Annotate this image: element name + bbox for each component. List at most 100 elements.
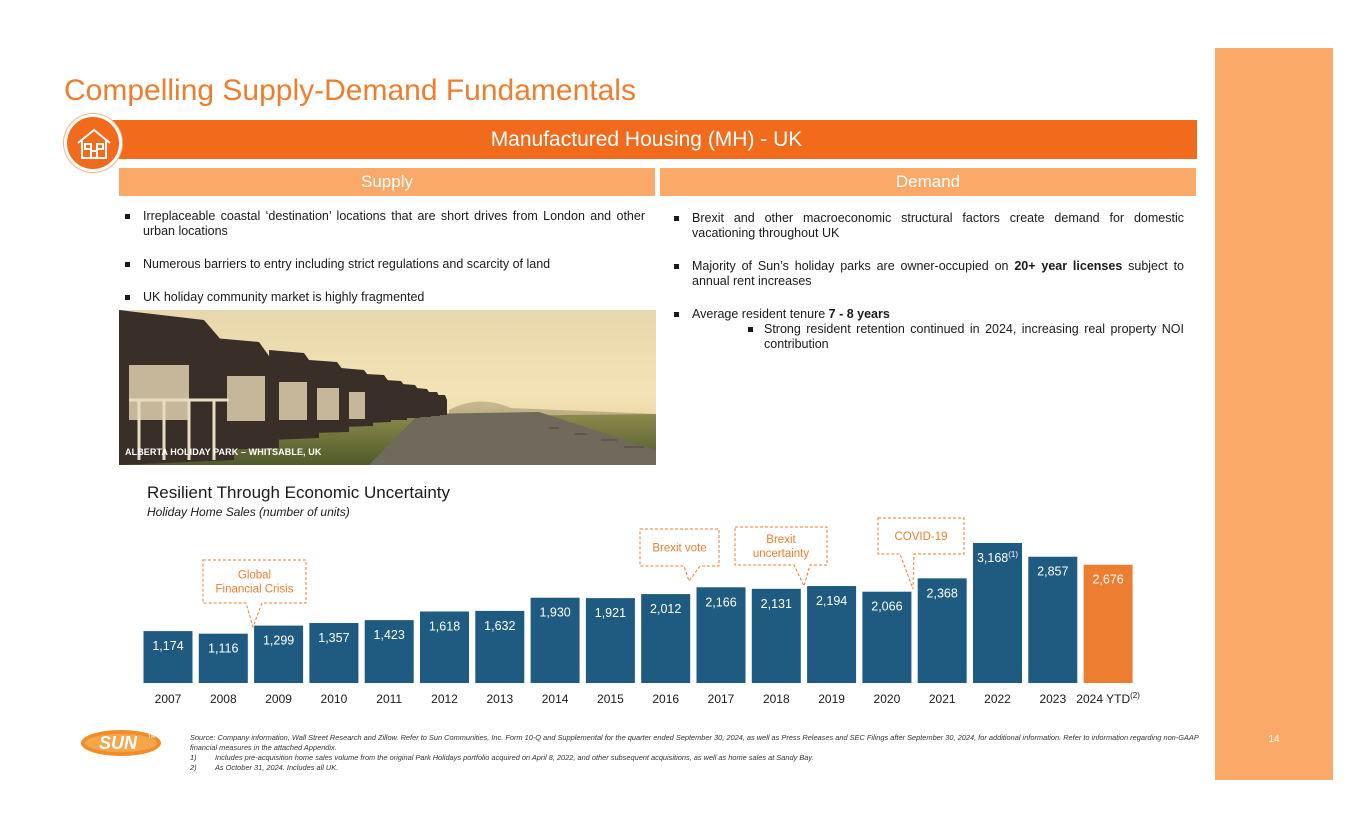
demand-bullets: Brexit and other macroeconomic structura… [668,211,1184,370]
supply-bullet: Irreplaceable coastal ‘destination’ loca… [119,209,645,239]
bar [530,597,580,683]
logo-tm: TM [148,734,155,740]
chart-title: Resilient Through Economic Uncertainty [147,483,450,502]
demand-sub-bullets: Strong resident retention continued in 2… [692,322,1184,352]
x-tick-label: 2016 [652,692,679,706]
x-tick-label: 2008 [210,692,237,706]
data-label: 1,423 [374,628,405,642]
x-tick-label: 2010 [321,692,348,706]
data-label: 2,368 [927,586,958,600]
supply-bullet: Numerous barriers to entry including str… [119,257,645,272]
annotation-callout [877,517,965,590]
section-banner: Manufactured Housing (MH) - UK [96,120,1197,159]
data-label: 1,921 [595,606,626,620]
banner-title: Manufactured Housing (MH) - UK [490,128,803,151]
demand-emphasis: 7 - 8 years [828,307,890,321]
annotation-text: COVID-19 [894,531,947,543]
footnote-text: Includes pre-acquisition home sales volu… [215,753,814,762]
bar [420,611,469,683]
sun-logo: SUN TM [81,730,161,756]
demand-bullet: Average resident tenure 7 - 8 years Stro… [668,307,1184,352]
x-tick-label: 2015 [597,692,624,706]
page-number: 14 [1268,734,1280,745]
bar [1083,564,1133,683]
bar [641,594,691,683]
data-label: 1,174 [152,639,183,653]
annotation-callout [734,526,828,588]
data-label: 1,930 [539,606,570,620]
photo-caption: ALBERTA HOLIDAY PARK – WHITSABLE, UK [125,447,322,457]
bar [973,543,1022,683]
demand-heading: Demand [660,168,1196,196]
x-tick-label: 2013 [486,692,513,706]
bar [198,633,248,683]
bar [143,631,193,683]
annotation-text: Global [238,570,271,582]
annotation-text: Financial Crisis [216,584,294,596]
footnote-number: 1) [190,753,197,762]
side-panel: 14 [1215,48,1333,780]
bar [585,598,635,683]
supply-bullet: UK holiday community market is highly fr… [119,290,645,305]
data-label: 2,857 [1037,565,1068,579]
annotation-text: Brexit [766,534,796,546]
x-tick-label: 2020 [874,692,901,706]
annotation-text: uncertainty [753,548,810,560]
x-tick-label: 2022 [984,692,1011,706]
x-tick-label: 2011 [376,692,402,706]
bar [254,625,304,683]
x-tick-label: 2024 YTD(2) [1076,691,1140,706]
x-tick-label: 2019 [818,692,845,706]
x-tick-label: 2007 [155,692,182,706]
x-tick-label: 2009 [265,692,292,706]
page-title: Compelling Supply-Demand Fundamentals [64,74,636,107]
x-tick-label: 2021 [929,692,956,706]
data-label: 1,632 [484,619,515,633]
bar [807,586,857,683]
demand-emphasis: 20+ year licenses [1014,259,1123,273]
bar [364,620,414,683]
bar [917,578,967,683]
footnote: 1) Includes pre-acquisition home sales v… [190,753,1200,763]
bar [862,591,912,683]
demand-bullet: Brexit and other macroeconomic structura… [668,211,1184,241]
house-icon [77,128,111,159]
data-label: 1,299 [263,634,294,648]
x-tick-label: 2017 [708,692,735,706]
data-label: 3,168(1) [977,550,1018,565]
supply-heading: Supply [119,168,655,196]
footnote-text: As October 31, 2024. Includes all UK. [215,763,339,772]
data-label: 1,116 [208,642,238,656]
data-label-sup: (1) [1008,550,1018,559]
demand-text: subject to annual rent increases [692,259,1184,288]
bar [696,587,746,683]
holiday-park-photo: ALBERTA HOLIDAY PARK – WHITSABLE, UK [119,310,656,465]
bar [1028,556,1078,683]
demand-sub-bullet: Strong resident retention continued in 2… [692,322,1184,352]
supply-bullets: Irreplaceable coastal ‘destination’ loca… [119,209,645,323]
house-icon-badge [64,114,122,172]
beach-huts-illustration [119,310,656,465]
bar [475,610,525,683]
bar [309,623,359,683]
demand-text: Majority of Sun’s holiday parks are owne… [692,259,1015,273]
demand-bullet: Majority of Sun’s holiday parks are owne… [668,259,1184,289]
data-label: 2,012 [650,602,681,616]
bar [751,588,801,683]
data-label: 2,066 [871,600,902,614]
tick-label-sup: (2) [1130,691,1140,700]
data-label: 2,166 [705,595,736,609]
x-tick-label: 2012 [431,692,458,706]
chart-subtitle: Holiday Home Sales (number of units) [147,505,350,519]
logo-text: SUN [99,733,138,753]
data-label: 2,131 [761,597,792,611]
x-tick-label: 2014 [542,692,569,706]
data-label: 1,618 [429,619,460,633]
footnote: 2) As October 31, 2024. Includes all UK. [190,763,1200,773]
footnote-number: 2) [190,763,197,772]
demand-text: Average resident tenure [692,307,829,321]
x-tick-label: 2018 [763,692,790,706]
x-tick-label: 2023 [1039,692,1066,706]
annotation-callout [639,528,720,583]
